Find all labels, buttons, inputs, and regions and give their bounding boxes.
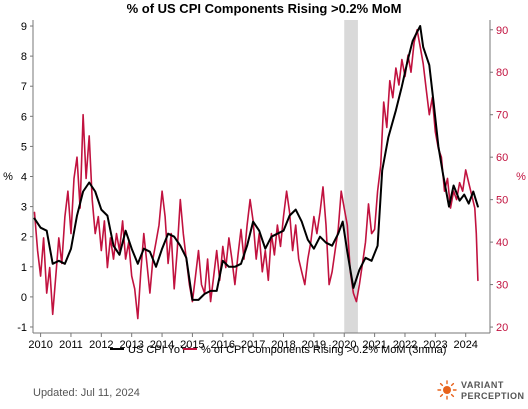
left-y-axis-label: %: [3, 171, 13, 183]
left-y-tick-label: 6: [21, 111, 27, 123]
right-y-axis-label: %: [516, 171, 526, 183]
brand-name-line-1: VARIANT: [461, 380, 504, 390]
series-line-components-rising: [33, 29, 479, 320]
left-y-tick-label: 5: [21, 141, 27, 153]
updated-date: Updated: Jul 11, 2024: [33, 387, 140, 399]
legend: US CPI YoY % of CPI Components Rising >0…: [110, 344, 446, 356]
left-y-tick-label: 7: [21, 81, 27, 93]
series-line-cpi-yoy: [33, 25, 479, 301]
sun-logo-icon: [437, 380, 457, 400]
x-tick-label: 2022: [393, 339, 417, 351]
left-y-tick-label: 9: [21, 21, 27, 33]
x-tick-label: 2024: [453, 339, 477, 351]
left-y-tick-label: 3: [21, 202, 27, 214]
left-y-tick-label: -1: [17, 322, 27, 334]
brand-logo: VARIANT PERCEPTION: [437, 380, 525, 401]
left-y-tick-label: 1: [21, 262, 27, 274]
x-tick-label: 2019: [302, 339, 326, 351]
x-tick-label: 2016: [211, 339, 235, 351]
left-y-tick-label: 0: [21, 292, 27, 304]
left-y-tick-label: 8: [21, 51, 27, 63]
x-tick-label: 2012: [89, 339, 113, 351]
right-y-tick-label: 80: [496, 67, 508, 79]
left-y-tick-label: 4: [21, 172, 27, 184]
x-tick-label: 2011: [59, 339, 83, 351]
x-tick-label: 2017: [241, 339, 265, 351]
chart-title: % of US CPI Components Rising >0.2% MoM: [127, 1, 402, 16]
x-tick-label: 2020: [332, 339, 356, 351]
right-y-tick-label: 70: [496, 110, 508, 122]
x-ticks: 2010 2011 2012 2013 2014 2015 2016 2017 2018 2019…: [28, 333, 478, 351]
right-y-tick-label: 20: [496, 322, 508, 334]
right-y-tick-label: 40: [496, 237, 508, 249]
legend-label-cpi: US CPI YoY: [128, 344, 188, 356]
axes: [32, 20, 491, 334]
x-tick-label: 2014: [150, 339, 174, 351]
x-tick-label: 2010: [28, 339, 52, 351]
left-y-ticks: -1 0 1 2 3 4 5 6 7 8 9: [17, 21, 33, 334]
brand-name-line-2: PERCEPTION: [461, 391, 525, 401]
right-y-ticks: 20 30 40 50 60 70 80 90: [490, 25, 508, 334]
left-y-tick-label: 2: [21, 232, 27, 244]
x-tick-label: 2021: [362, 339, 386, 351]
right-y-tick-label: 30: [496, 280, 508, 292]
x-tick-label: 2023: [423, 339, 447, 351]
recession-shading: [344, 20, 358, 333]
x-tick-label: 2013: [119, 339, 143, 351]
right-y-tick-label: 90: [496, 25, 508, 37]
right-y-tick-label: 50: [496, 195, 508, 207]
legend-label-components: % of CPI Components Rising >0.2% MoM (3m…: [201, 344, 446, 356]
series-group: [33, 25, 479, 320]
right-y-tick-label: 60: [496, 152, 508, 164]
x-tick-label: 2018: [271, 339, 295, 351]
